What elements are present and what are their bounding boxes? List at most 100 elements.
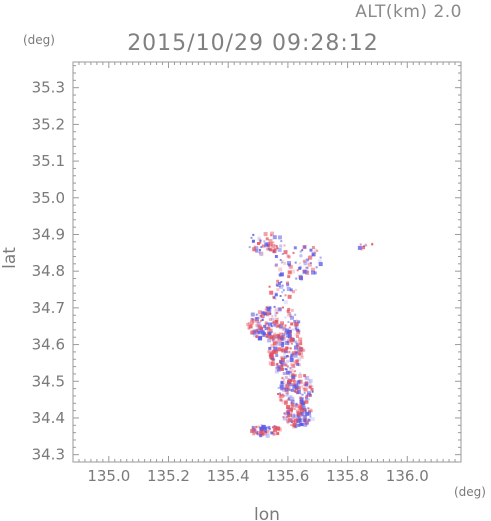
echo-cell: [296, 335, 299, 338]
echo-cell: [290, 403, 294, 407]
echo-cell: [304, 376, 308, 380]
echo-cell: [278, 395, 282, 399]
echo-cell: [248, 246, 251, 249]
y-tick-label: 35.1: [32, 152, 65, 170]
echo-cell: [273, 323, 277, 327]
y-tick-label: 35.2: [32, 115, 65, 133]
y-axis-unit: (deg): [23, 33, 55, 47]
echo-cell: [301, 401, 306, 406]
echo-cell: [305, 420, 309, 425]
echo-cell: [280, 387, 283, 391]
echo-cell: [299, 412, 303, 416]
echo-cell: [254, 431, 257, 434]
echo-cell: [267, 338, 272, 343]
echo-cell: [272, 241, 275, 244]
echo-cell: [297, 352, 301, 356]
x-axis-title: lon: [254, 505, 280, 521]
echo-cell: [280, 240, 283, 243]
echo-cell: [301, 351, 304, 354]
echo-cell: [286, 359, 290, 363]
echo-cell: [298, 266, 302, 270]
echo-cell: [283, 261, 287, 265]
echo-cell: [298, 418, 303, 423]
echo-cell: [283, 244, 286, 247]
echo-cell: [282, 299, 284, 302]
echo-cell: [279, 284, 284, 289]
echo-cell: [282, 381, 286, 384]
echo-cell: [286, 330, 291, 335]
echo-cell: [307, 411, 311, 415]
echo-cell: [311, 253, 314, 256]
echo-cell: [280, 321, 284, 326]
echo-cell: [252, 247, 257, 252]
echo-cell: [275, 245, 278, 248]
echo-cell: [270, 343, 275, 348]
echo-cell: [256, 331, 260, 335]
echo-cell: [289, 347, 292, 350]
echo-cell: [291, 417, 294, 420]
echo-cell: [263, 232, 268, 237]
echo-cell: [281, 291, 284, 294]
echo-cell: [302, 348, 306, 352]
echo-cell: [281, 322, 285, 326]
echo-cell: [270, 322, 273, 325]
echo-cell: [284, 324, 287, 327]
echo-cell: [309, 262, 312, 264]
echo-cell: [295, 352, 300, 357]
echo-cell: [247, 322, 250, 325]
echo-cell: [277, 387, 280, 389]
echo-cell: [299, 276, 301, 279]
echo-cell: [308, 407, 313, 412]
echo-cell: [290, 417, 294, 421]
echo-cell: [288, 326, 291, 329]
echo-cell: [286, 281, 289, 285]
echo-cell: [284, 368, 287, 370]
echo-cell: [296, 414, 300, 418]
echo-cell: [258, 249, 261, 252]
echo-cell: [274, 320, 277, 323]
echo-cell: [302, 259, 306, 263]
echo-cell: [283, 412, 286, 415]
echo-cell: [311, 385, 314, 388]
echo-cell: [253, 245, 256, 248]
echo-cell: [290, 388, 294, 392]
echo-cell: [263, 432, 267, 436]
echo-cell: [290, 342, 293, 345]
echo-cell: [276, 323, 281, 328]
echo-cell: [289, 367, 292, 369]
echo-cell: [307, 391, 311, 396]
echo-cell: [292, 328, 295, 331]
echo-cell: [309, 415, 312, 418]
x-tick-label: 135.4: [207, 467, 250, 485]
echo-cell: [269, 248, 273, 252]
echo-cell: [283, 353, 286, 356]
echo-cell: [277, 307, 282, 312]
echo-cell: [303, 418, 307, 422]
echo-cell: [261, 244, 265, 248]
echo-cell: [260, 314, 263, 317]
echo-cell: [313, 250, 317, 254]
echo-cell: [279, 360, 283, 364]
echo-cell: [287, 347, 290, 349]
echo-cell: [277, 346, 282, 351]
echo-cell: [298, 405, 302, 409]
echo-cell: [261, 319, 264, 321]
echo-cell: [252, 233, 255, 236]
echo-cell: [282, 387, 287, 392]
echo-cell: [294, 345, 298, 350]
echo-cell: [263, 240, 266, 243]
echo-cell: [288, 398, 291, 401]
echo-cell: [260, 430, 265, 435]
echo-cell: [294, 313, 297, 316]
echo-cell: [282, 334, 285, 337]
echo-cell: [297, 379, 301, 383]
echo-cell: [301, 405, 306, 410]
echo-cell: [290, 399, 295, 404]
echo-cell: [282, 416, 285, 419]
echo-cell: [307, 398, 310, 401]
echo-cell: [282, 306, 284, 309]
echo-cell: [292, 414, 296, 418]
echo-cell: [304, 399, 309, 404]
echo-cell: [279, 393, 284, 398]
echo-cell: [292, 417, 297, 422]
